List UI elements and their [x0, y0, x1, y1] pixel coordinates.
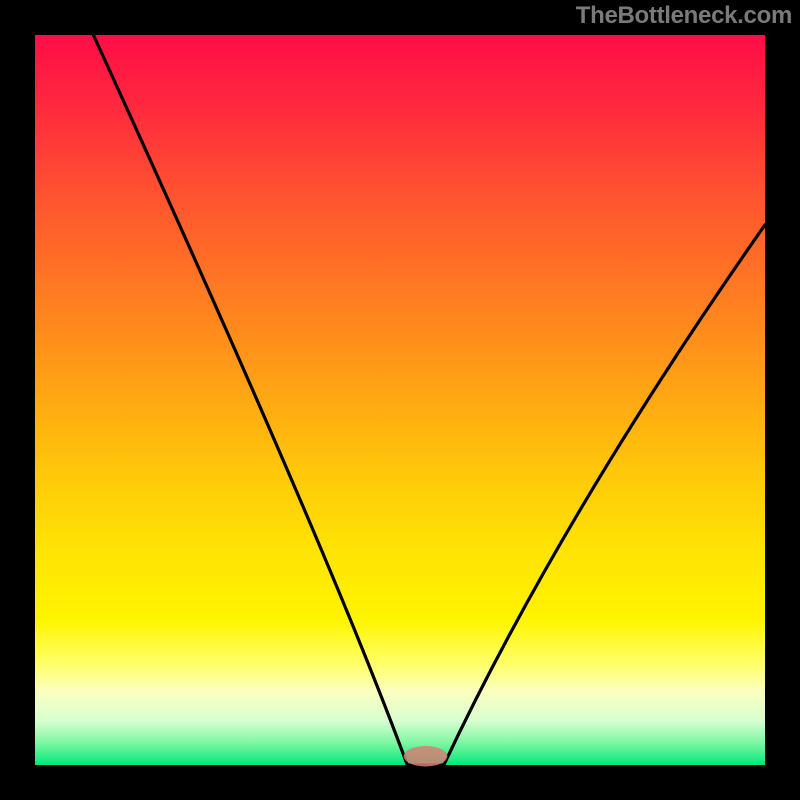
optimal-point-marker [404, 746, 448, 766]
chart-container: TheBottleneck.com [0, 0, 800, 800]
bottleneck-chart [0, 0, 800, 800]
watermark-text: TheBottleneck.com [576, 2, 792, 30]
